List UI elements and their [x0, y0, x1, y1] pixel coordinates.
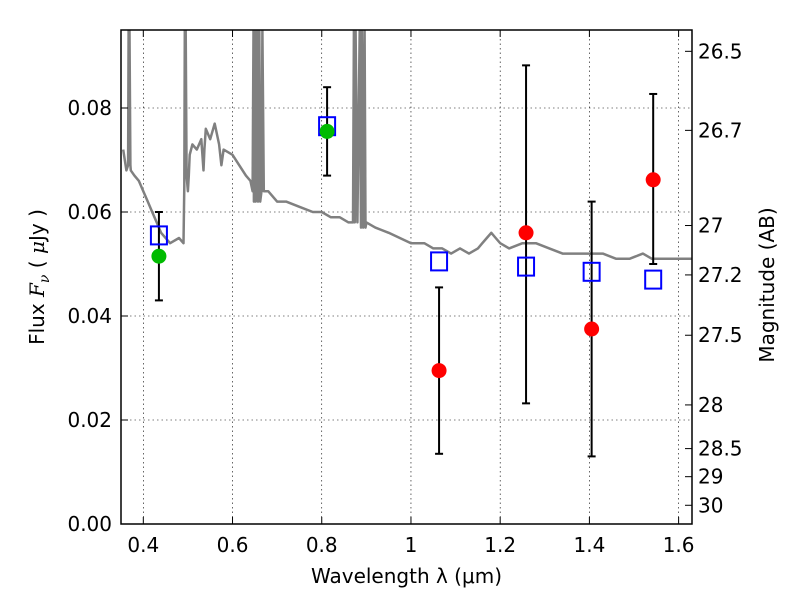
model-photometry-square	[517, 256, 536, 277]
data-point	[518, 225, 534, 241]
x-tick-label: 1.4	[573, 533, 605, 557]
y-axis-title-paren: (	[25, 254, 49, 275]
right-tick-label: 27	[698, 214, 723, 238]
y-axis-title-unit: Jy )	[25, 209, 49, 243]
data-point	[645, 172, 661, 188]
spectrum-layer	[121, 30, 692, 261]
x-tick-label: 1.2	[484, 533, 516, 557]
right-tick-label: 27.5	[698, 323, 743, 347]
y-tick-label: 0.02	[67, 408, 112, 432]
x-axis-title: Wavelength λ (μm)	[311, 564, 502, 588]
y-axis-title-text: Flux	[25, 297, 49, 345]
right-tick-label: 26.5	[698, 39, 743, 63]
x-tick-label: 1.6	[663, 533, 695, 557]
tick-layer: 0.4 0.6 0.8 1 1.2 1.4 1.6 0.00 0.02 0.04 0.06 0.08 2…	[67, 30, 743, 557]
data-point	[584, 321, 600, 337]
x-tick-label: 0.8	[306, 533, 338, 557]
errorbar-layer	[154, 64, 658, 458]
model-spectrum-line	[121, 30, 692, 261]
y-axis-title-mu: μ	[25, 241, 49, 254]
y-tick-label: 0.06	[67, 200, 112, 224]
y-tick-label: 0.08	[67, 96, 112, 120]
right-tick-label: 28.5	[698, 437, 743, 461]
right-tick-label: 27.2	[698, 263, 743, 287]
right-tick-label: 28	[698, 393, 723, 417]
y-tick-label: 0.00	[67, 512, 112, 536]
model-photometry-square	[430, 251, 449, 272]
model-photometry-square	[644, 269, 663, 290]
grid-layer	[121, 30, 692, 525]
data-point	[319, 123, 335, 139]
data-point	[431, 363, 447, 379]
right-tick-label: 26.7	[698, 118, 743, 142]
x-tick-label: 0.4	[127, 533, 159, 557]
marker-layer	[149, 116, 663, 379]
model-photometry-square	[149, 225, 168, 246]
right-tick-label: 30	[698, 493, 723, 517]
y-axis-title-symbol: F	[25, 282, 49, 298]
y-axis-title: Flux Fν ( μJy )	[25, 209, 53, 345]
right-tick-label: 29	[698, 465, 723, 489]
data-point	[151, 248, 167, 264]
y-axis-title-subscript: ν	[37, 274, 53, 283]
y-tick-label: 0.04	[67, 304, 112, 328]
model-photometry-square	[582, 261, 601, 282]
x-tick-label: 0.6	[217, 533, 249, 557]
x-tick-label: 1	[405, 533, 418, 557]
right-axis-title: Magnitude (AB)	[755, 207, 779, 362]
plot-frame	[120, 29, 693, 525]
